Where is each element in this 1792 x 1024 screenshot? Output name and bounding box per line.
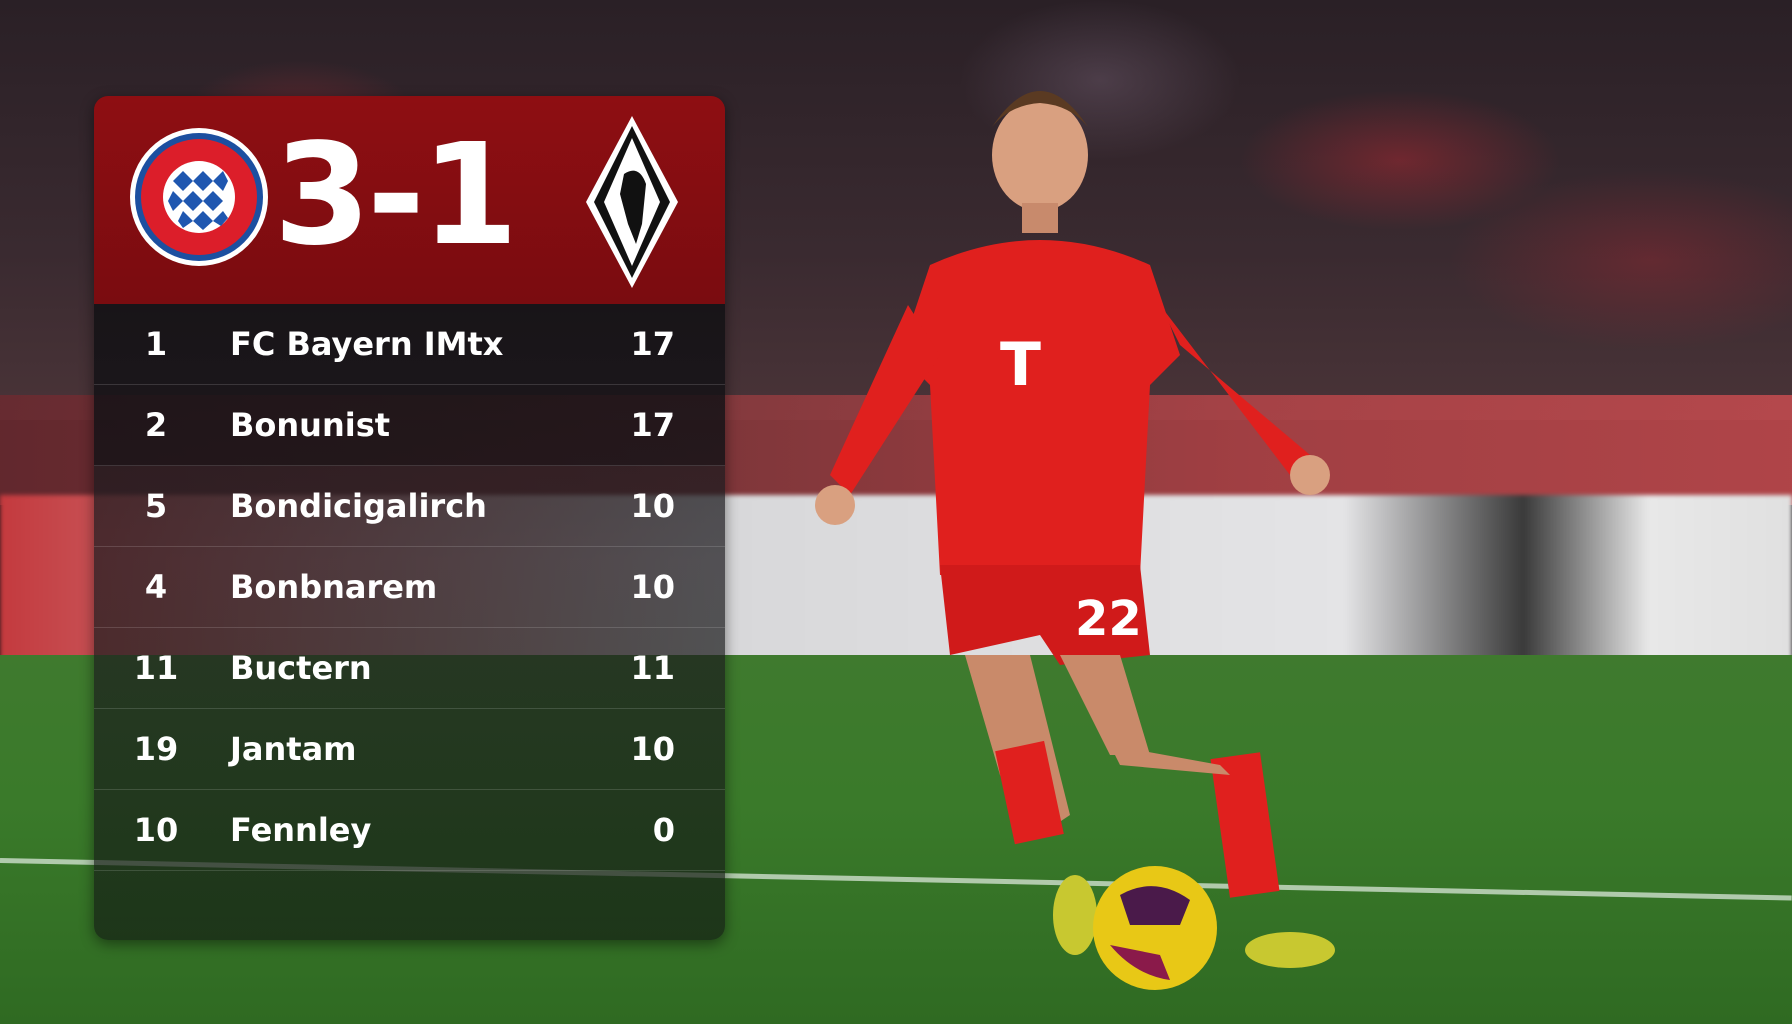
table-row: 2 Bonunist 17 — [94, 385, 725, 466]
team-name: Bondicigalirch — [230, 487, 487, 525]
table-row: 11 Buctern 11 — [94, 628, 725, 709]
match-score: 3-1 — [273, 114, 519, 277]
points: 10 — [630, 568, 675, 606]
points: 11 — [630, 649, 675, 687]
position: 5 — [144, 487, 168, 525]
svg-text:T: T — [1000, 330, 1041, 400]
table-row: 5 Bondicigalirch 10 — [94, 466, 725, 547]
score-header: 3-1 — [94, 96, 725, 304]
table-row: 1 FC Bayern IMtx 17 — [94, 304, 725, 385]
team-name: Buctern — [230, 649, 372, 687]
position: 19 — [133, 730, 179, 768]
standings-table: 1 FC Bayern IMtx 17 2 Bonunist 17 5 Bondiciga… — [94, 304, 725, 871]
player-figure: T 22 — [815, 91, 1335, 990]
team-name: Bonbnarem — [230, 568, 438, 606]
table-row: 19 Jantam 10 — [94, 709, 725, 790]
position: 1 — [144, 325, 168, 363]
team-name: Jantam — [230, 730, 357, 768]
bayern-crest-icon — [130, 128, 268, 266]
gladbach-crest-icon — [586, 116, 678, 288]
team-name: Bonunist — [230, 406, 391, 444]
player-number: 22 — [1075, 591, 1142, 647]
table-row: 4 Bonbnarem 10 — [94, 547, 725, 628]
position: 2 — [144, 406, 168, 444]
scoreboard-overlay: 3-1 1 FC Bayern IMtx 17 2 Bonunist 17 5 Bondi… — [94, 96, 725, 940]
table-row: 10 Fennley 0 — [94, 790, 725, 871]
points: 10 — [630, 730, 675, 768]
position: 4 — [144, 568, 168, 606]
position: 10 — [133, 811, 179, 849]
team-name: Fennley — [230, 811, 372, 849]
points: 0 — [652, 811, 675, 849]
team-name: FC Bayern IMtx — [230, 325, 504, 363]
position: 11 — [133, 649, 179, 687]
points: 17 — [630, 406, 675, 444]
points: 17 — [630, 325, 675, 363]
points: 10 — [630, 487, 675, 525]
